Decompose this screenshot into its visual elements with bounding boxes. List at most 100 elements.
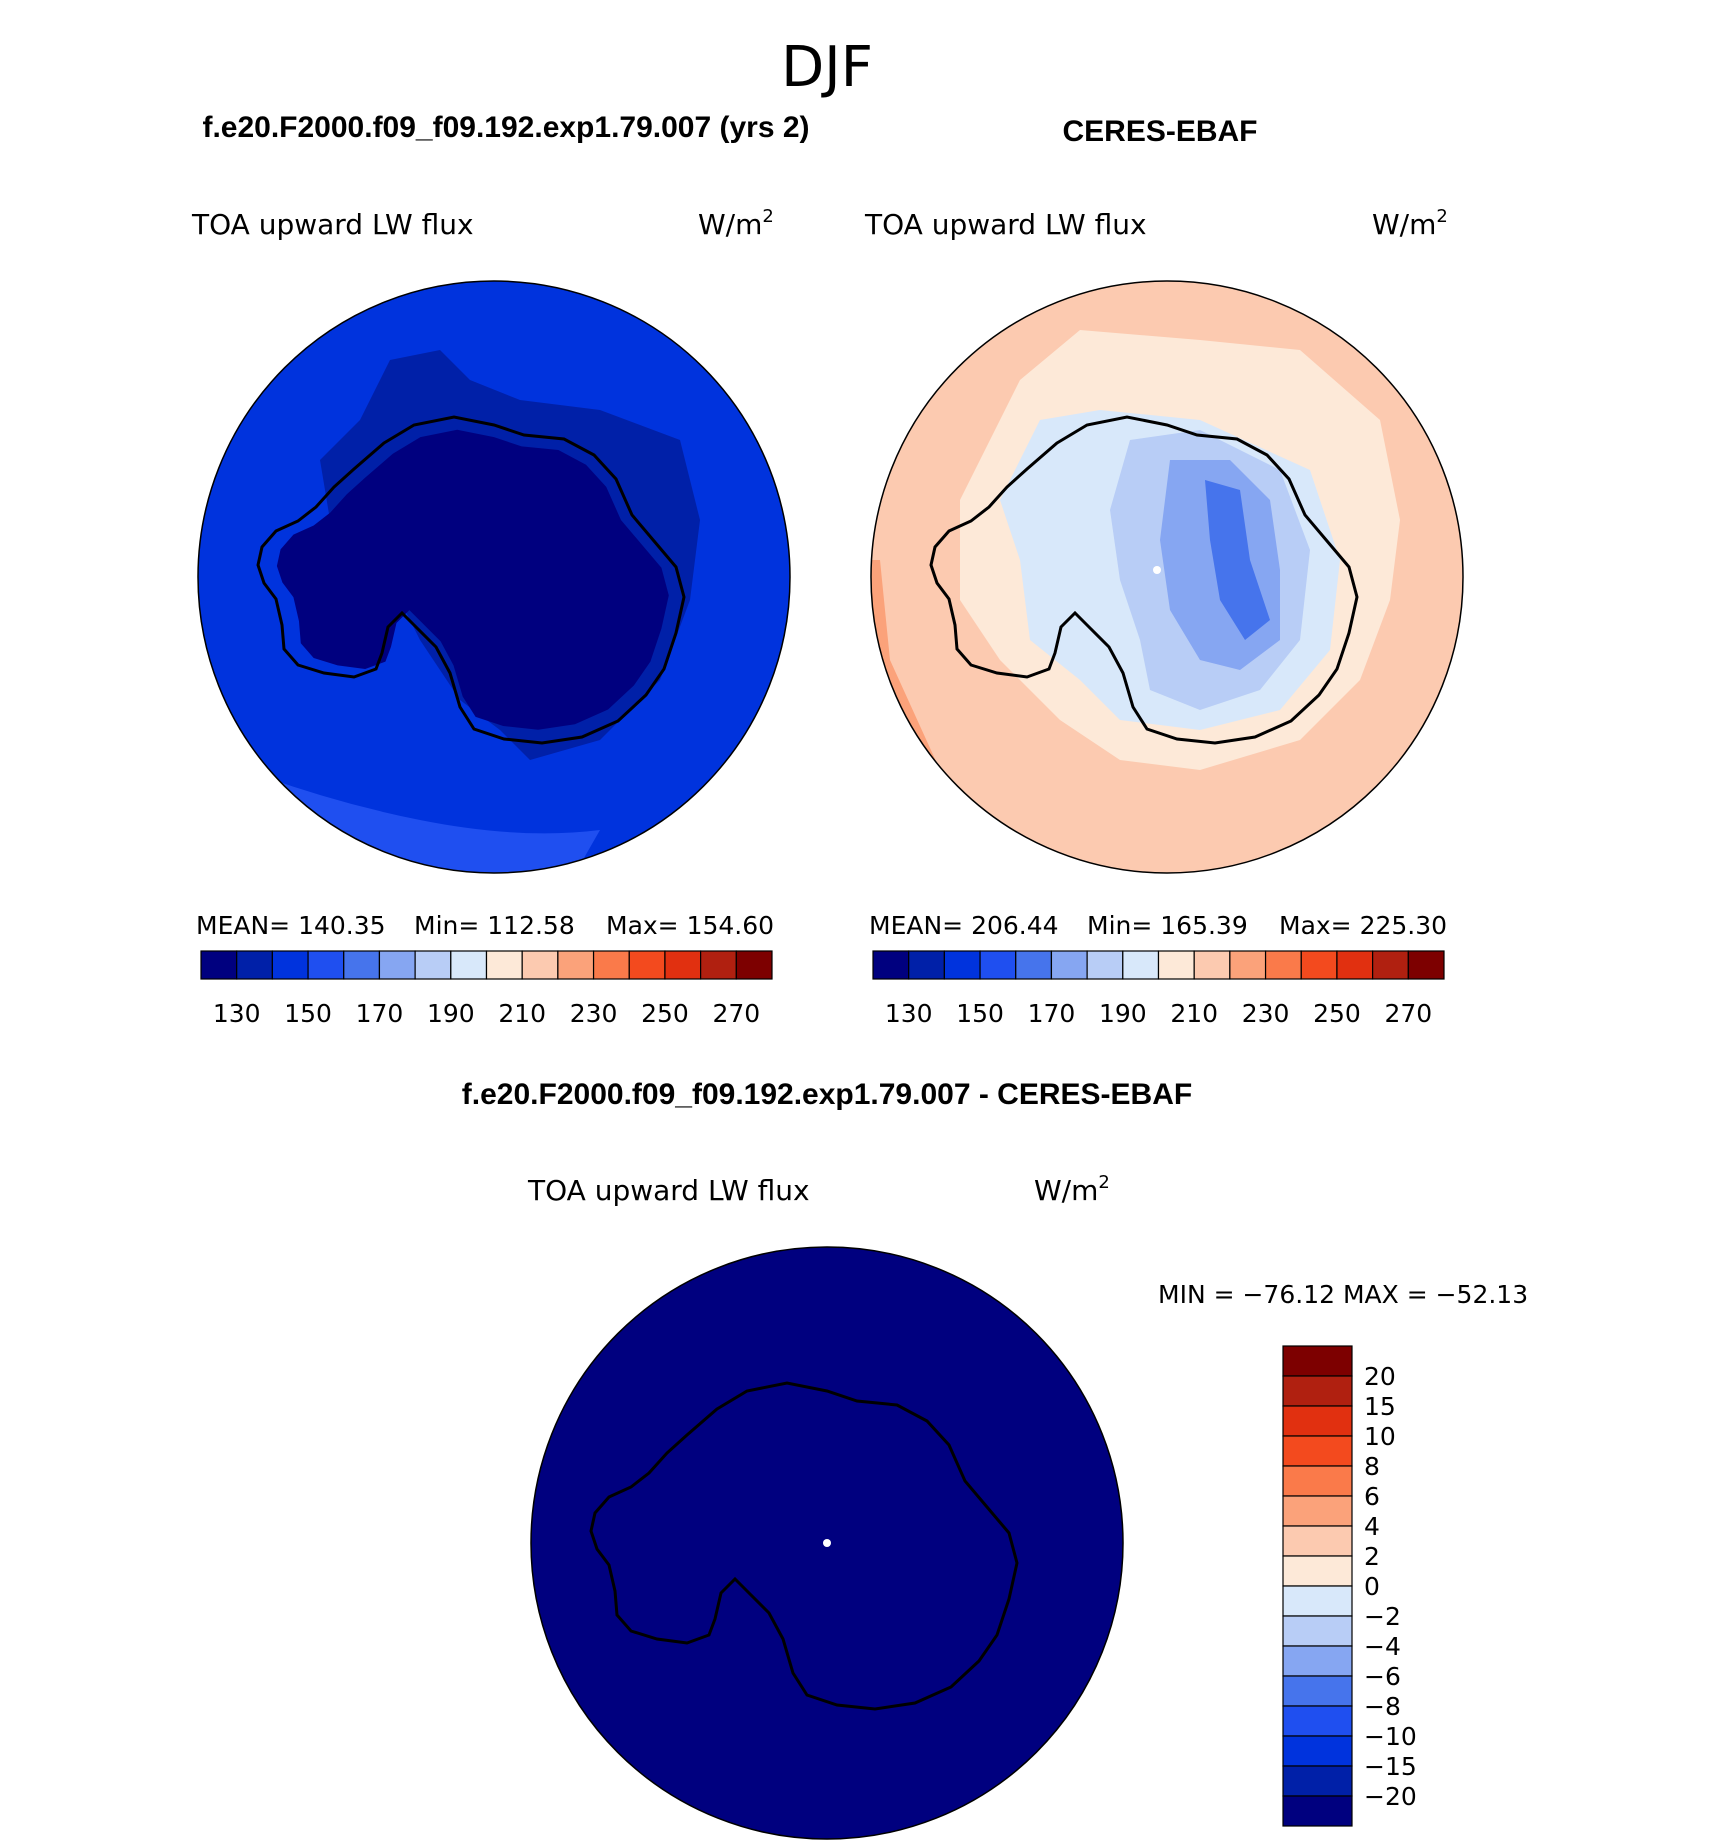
- colorbar-swatch: [1282, 1795, 1353, 1827]
- colorbar-swatch: [628, 950, 666, 980]
- colorbar-tick-label: 15: [1364, 1392, 1396, 1421]
- colorbar-tick-label: 250: [641, 999, 689, 1028]
- colorbar-swatch: [1282, 1405, 1353, 1437]
- panel-diff-heading: f.e20.F2000.f09_f09.192.exp1.79.007 - CE…: [462, 1078, 1192, 1111]
- colorbar-swatch: [872, 950, 910, 980]
- colorbar-swatch: [1050, 950, 1088, 980]
- colorbar-swatch: [1282, 1735, 1353, 1767]
- panel-model-heading: f.e20.F2000.f09_f09.192.exp1.79.007 (yrs…: [202, 111, 809, 144]
- colorbar-swatch: [1282, 1585, 1353, 1617]
- colorbar-tick-label: 230: [1242, 999, 1290, 1028]
- colorbar-tick-label: 170: [1028, 999, 1076, 1028]
- panel-diff-units: W/m2: [1034, 1172, 1110, 1207]
- colorbar-tick-label: 2: [1364, 1542, 1380, 1571]
- colorbar-tick-label: −15: [1364, 1752, 1417, 1781]
- colorbar-tick-label: −4: [1364, 1632, 1401, 1661]
- colorbar-swatch: [700, 950, 737, 980]
- colorbar-swatch: [1282, 1675, 1353, 1707]
- colorbar-tick-label: −6: [1364, 1662, 1401, 1691]
- colorbar-swatch: [1282, 1375, 1353, 1407]
- panel-model-units: W/m2: [698, 206, 774, 241]
- colorbar-tick-label: 10: [1364, 1422, 1396, 1451]
- colorbar-swatch: [1300, 950, 1338, 980]
- colorbar-swatch: [378, 950, 416, 980]
- panel-obs-units: W/m2: [1372, 206, 1448, 241]
- colorbar-tick-label: 210: [498, 999, 546, 1028]
- colorbar-swatch: [1015, 950, 1053, 980]
- colorbar-swatch: [1282, 1345, 1353, 1377]
- colorbar-swatch: [592, 950, 630, 980]
- colorbar-swatch: [979, 950, 1017, 980]
- colorbar-swatch: [200, 950, 238, 980]
- panel-diff-minmax: MIN = −76.12 MAX = −52.13: [1158, 1280, 1528, 1309]
- panel-obs-stats: MEAN= 206.44 Min= 165.39 Max= 225.30: [869, 911, 1447, 940]
- pole-marker: [1153, 566, 1161, 574]
- colorbar-swatch: [271, 950, 309, 980]
- colorbar-tick-label: 8: [1364, 1452, 1380, 1481]
- panel-model-stats: MEAN= 140.35 Min= 112.58 Max= 154.60: [196, 911, 774, 940]
- colorbar-tick-label: −20: [1364, 1782, 1417, 1811]
- figure-title: DJF: [781, 35, 873, 100]
- colorbar-tick-label: 20: [1364, 1362, 1396, 1391]
- colorbar-tick-label: 130: [885, 999, 933, 1028]
- colorbar-swatch: [1229, 950, 1267, 980]
- colorbar-swatch: [1282, 1705, 1353, 1737]
- map-boundary: [530, 1246, 1124, 1840]
- colorbar-swatch: [450, 950, 488, 980]
- panel-obs-heading: CERES-EBAF: [1062, 115, 1257, 148]
- colorbar-tick-label: 170: [356, 999, 404, 1028]
- panel-model-variable: TOA upward LW flux: [191, 208, 474, 241]
- colorbar-tick-label: 270: [712, 999, 760, 1028]
- colorbar-swatch: [1407, 950, 1445, 980]
- colorbar-swatch: [557, 950, 595, 980]
- colorbar-tick-label: 270: [1384, 999, 1432, 1028]
- colorbar-tick-label: 190: [427, 999, 475, 1028]
- colorbar-tick-label: −8: [1364, 1692, 1401, 1721]
- colorbar-swatch: [1372, 950, 1409, 980]
- panel-diff-variable: TOA upward LW flux: [527, 1174, 810, 1207]
- map-boundary: [197, 280, 791, 874]
- colorbar-swatch: [1193, 950, 1231, 980]
- colorbar-model: [200, 950, 773, 980]
- colorbar-swatch: [414, 950, 452, 980]
- colorbar-swatch: [521, 950, 559, 980]
- colorbar-swatch: [1157, 950, 1195, 980]
- colorbar-tick-label: 190: [1099, 999, 1147, 1028]
- colorbar-swatch: [1282, 1555, 1353, 1587]
- polar-map-model: [198, 281, 790, 873]
- colorbar-model-labels: 130 150 170 190 210 230 250 270: [213, 999, 760, 1028]
- colorbar-swatch: [1282, 1495, 1353, 1527]
- colorbar-swatch: [908, 950, 945, 980]
- colorbar-tick-label: 250: [1313, 999, 1361, 1028]
- core-ice-field: [1205, 480, 1270, 640]
- colorbar-swatch: [1282, 1525, 1353, 1557]
- colorbar-swatch: [1086, 950, 1124, 980]
- colorbar-swatch: [1122, 950, 1160, 980]
- colorbar-swatch: [1282, 1615, 1353, 1647]
- pole-marker: [823, 1539, 831, 1547]
- colorbar-swatch: [1282, 1645, 1353, 1677]
- colorbar-swatch: [1282, 1465, 1353, 1497]
- colorbar-swatch: [236, 950, 273, 980]
- colorbar-swatch: [735, 950, 773, 980]
- colorbar-tick-label: 6: [1364, 1482, 1380, 1511]
- colorbar-tick-label: 150: [956, 999, 1004, 1028]
- colorbar-tick-label: 230: [570, 999, 618, 1028]
- panel-obs-variable: TOA upward LW flux: [864, 208, 1147, 241]
- colorbar-swatch: [1336, 950, 1374, 980]
- colorbar-swatch: [307, 950, 345, 980]
- panel-model: f.e20.F2000.f09_f09.192.exp1.79.007 (yrs…: [191, 111, 810, 1028]
- colorbar-swatch: [343, 950, 381, 980]
- map-boundary: [870, 280, 1464, 874]
- polar-map-obs: [871, 281, 1463, 873]
- colorbar-tick-label: 130: [213, 999, 261, 1028]
- colorbar-tick-label: 4: [1364, 1512, 1380, 1541]
- colorbar-obs: [872, 950, 1445, 980]
- colorbar-swatch: [1264, 950, 1302, 980]
- colorbar-tick-label: 210: [1170, 999, 1218, 1028]
- colorbar-swatch: [485, 950, 523, 980]
- colorbar-tick-label: 0: [1364, 1572, 1380, 1601]
- panel-obs: CERES-EBAF TOA upward LW flux W/m2 MEAN=…: [864, 115, 1464, 1028]
